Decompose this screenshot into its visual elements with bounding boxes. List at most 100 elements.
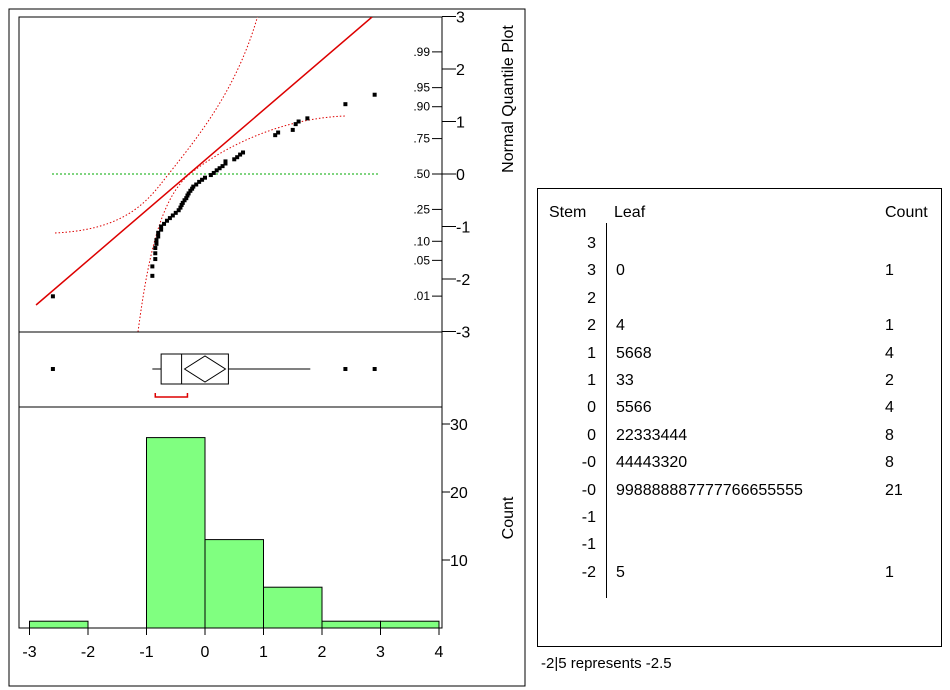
x-axis-tick-label: 2 xyxy=(318,644,327,661)
normal-quantile-axis-label: Normal Quantile Plot xyxy=(500,25,517,173)
quantile-point xyxy=(191,184,196,189)
count-axis-tick-label: 30 xyxy=(450,417,468,434)
stem-leaf-row: -0 998888887777766655555 21 xyxy=(538,482,941,509)
x-axis-tick-label: -3 xyxy=(22,644,36,661)
stem-leaf-row: 0 22333444 8 xyxy=(538,427,941,454)
quantile-point xyxy=(156,230,161,235)
quantile-point xyxy=(200,177,205,182)
quantile-point xyxy=(156,234,161,239)
stem-leaf-row: -1 xyxy=(538,509,941,536)
outlier-point xyxy=(343,367,348,371)
probability-tick-label: .95 xyxy=(413,81,430,95)
quantile-point xyxy=(150,273,155,278)
stem-value: 2 xyxy=(587,317,596,335)
quantile-point xyxy=(235,155,240,160)
quantile-point xyxy=(153,257,158,262)
outlier-point xyxy=(372,367,377,371)
stem-leaf-row: 3 xyxy=(538,235,941,262)
figure-outer-frame xyxy=(8,8,526,687)
stem-and-leaf-panel: Stem Leaf Count 3 3 0 1 2 2 4 1 1 5668 4 1 33 2 0 5566 4… xyxy=(537,188,942,647)
quantile-point xyxy=(343,102,348,107)
leaf-value: 5566 xyxy=(616,399,652,417)
count-value: 1 xyxy=(885,563,894,581)
quantile-point xyxy=(220,164,225,169)
quantile-point xyxy=(182,198,187,203)
count-axis-tick-label: 10 xyxy=(450,553,468,570)
quantile-point xyxy=(153,251,158,256)
leaf-value: 998888887777766655555 xyxy=(616,481,803,499)
stem-value: -0 xyxy=(581,454,596,472)
quantile-point xyxy=(203,175,207,180)
count-value: 4 xyxy=(885,344,894,362)
quantile-point xyxy=(154,238,159,243)
stem-leaf-row: 3 0 1 xyxy=(538,262,941,289)
quantile-point xyxy=(217,166,222,171)
quantile-point xyxy=(159,224,164,229)
stem-header: Stem xyxy=(549,204,587,221)
x-axis-tick-label: -1 xyxy=(139,644,153,661)
stem-value: 1 xyxy=(587,372,596,389)
stem-leaf-row: 1 33 2 xyxy=(538,372,941,399)
stem-value: 0 xyxy=(587,399,596,417)
histogram: 10 20 30 -3 -2 -1 0 1 2 3 4 xyxy=(18,406,468,661)
quantile-point xyxy=(223,159,228,164)
stem-leaf-row: 2 4 1 xyxy=(538,317,941,344)
quantile-point xyxy=(208,173,213,178)
count-axis-tick-label: 20 xyxy=(450,485,468,502)
quantile-point xyxy=(162,221,167,226)
probability-tick-label: .10 xyxy=(413,234,430,248)
stem-value: 1 xyxy=(587,344,596,362)
x-axis-tick-label: 1 xyxy=(259,644,268,661)
z-axis-tick-label: -3 xyxy=(456,325,470,342)
quantile-point xyxy=(170,213,175,218)
count-header: Count xyxy=(885,204,928,221)
leaf-value: 22333444 xyxy=(616,426,688,444)
quantile-point xyxy=(186,191,191,196)
count-value: 1 xyxy=(885,317,894,335)
x-axis-tick-label: 0 xyxy=(201,644,210,661)
quantile-point xyxy=(188,188,193,193)
stem-value: 3 xyxy=(587,235,596,252)
probability-tick-label: .01 xyxy=(413,289,430,303)
stem-leaf-divider xyxy=(606,223,607,598)
quantile-point xyxy=(190,186,195,191)
quantile-point xyxy=(154,241,159,246)
histogram-bar xyxy=(146,437,206,629)
quantile-point xyxy=(276,130,281,135)
z-axis-tick-label: 1 xyxy=(456,115,465,132)
x-axis-tick-label: 4 xyxy=(435,644,444,661)
leaf-value: 5 xyxy=(616,563,625,581)
stem-value: 3 xyxy=(587,262,596,280)
leaf-value: 5668 xyxy=(616,344,652,362)
x-axis-tick-label: -2 xyxy=(81,644,95,661)
leaf-header: Leaf xyxy=(614,204,646,221)
quantile-plot-area xyxy=(35,17,378,332)
shortest-half-bracket xyxy=(154,393,189,398)
quantile-point xyxy=(173,210,178,215)
quantile-point xyxy=(153,246,158,251)
quantile-point xyxy=(290,127,295,132)
box-plot xyxy=(18,331,443,408)
quantile-point xyxy=(223,161,228,166)
probability-tick-label: .50 xyxy=(413,167,430,181)
count-value: 8 xyxy=(885,454,894,472)
leaf-value: 44443320 xyxy=(616,454,688,472)
count-value: 1 xyxy=(885,262,894,280)
stem-value: 2 xyxy=(587,289,596,307)
probability-tick-label: .05 xyxy=(413,253,430,267)
stem-leaf-row: -1 xyxy=(538,536,941,563)
quantile-point xyxy=(293,122,298,127)
count-value: 4 xyxy=(885,399,894,417)
quantile-point xyxy=(164,218,169,223)
quantile-point xyxy=(176,208,181,213)
normal-quantile-plot: -3 -2 -1 0 1 2 3 .01 .05 .10 .25 .50 .75 .90 .95 .99 xyxy=(18,10,470,342)
probability-tick-label: .25 xyxy=(413,202,430,216)
z-axis-tick-label: 2 xyxy=(456,62,465,79)
stem-leaf-row: -2 5 1 xyxy=(538,564,941,591)
quantile-point xyxy=(238,152,243,157)
quantile-point xyxy=(179,202,184,207)
box-iqr xyxy=(160,353,229,385)
count-value: 2 xyxy=(885,372,894,389)
stem-leaf-row: 0 5566 4 xyxy=(538,399,941,426)
